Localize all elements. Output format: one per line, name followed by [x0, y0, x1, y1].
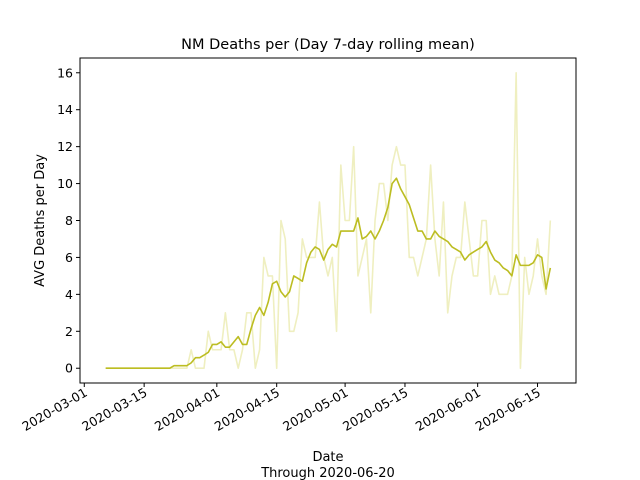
y-tick-label: 14: [57, 102, 73, 117]
y-axis: 0 2 4 6 8 10 12 14 16: [57, 65, 80, 376]
x-tick-label: 2020-03-15: [79, 385, 149, 434]
x-axis-sublabel: Through 2020-06-20: [260, 466, 395, 480]
y-tick-label: 4: [65, 287, 73, 302]
x-tick-label: 2020-06-15: [473, 385, 543, 434]
y-axis-label: AVG Deaths per Day: [33, 154, 48, 287]
x-tick-label: 2020-05-15: [340, 385, 410, 434]
series-line-daily: [105, 71, 552, 370]
chart-title: NM Deaths per (Day 7-day rolling mean): [181, 37, 475, 53]
x-tick-label: 2020-05-01: [280, 385, 350, 434]
y-tick-label: 12: [57, 139, 73, 154]
y-tick-label: 0: [65, 361, 73, 376]
x-tick-label: 2020-04-01: [152, 385, 222, 434]
y-tick-label: 8: [65, 213, 73, 228]
y-tick-label: 6: [65, 250, 73, 265]
x-axis-label: Date: [312, 450, 343, 465]
x-tick-label: 2020-04-15: [212, 385, 282, 434]
x-tick-label: 2020-06-01: [413, 385, 483, 434]
plot-frame: [79, 57, 577, 384]
y-tick-label: 2: [65, 324, 73, 339]
x-tick-label: 2020-03-01: [19, 385, 89, 434]
series-layer: [105, 71, 552, 370]
y-tick-label: 10: [57, 176, 73, 191]
series-line-rolling-mean: [105, 177, 552, 370]
y-tick-label: 16: [57, 65, 73, 80]
